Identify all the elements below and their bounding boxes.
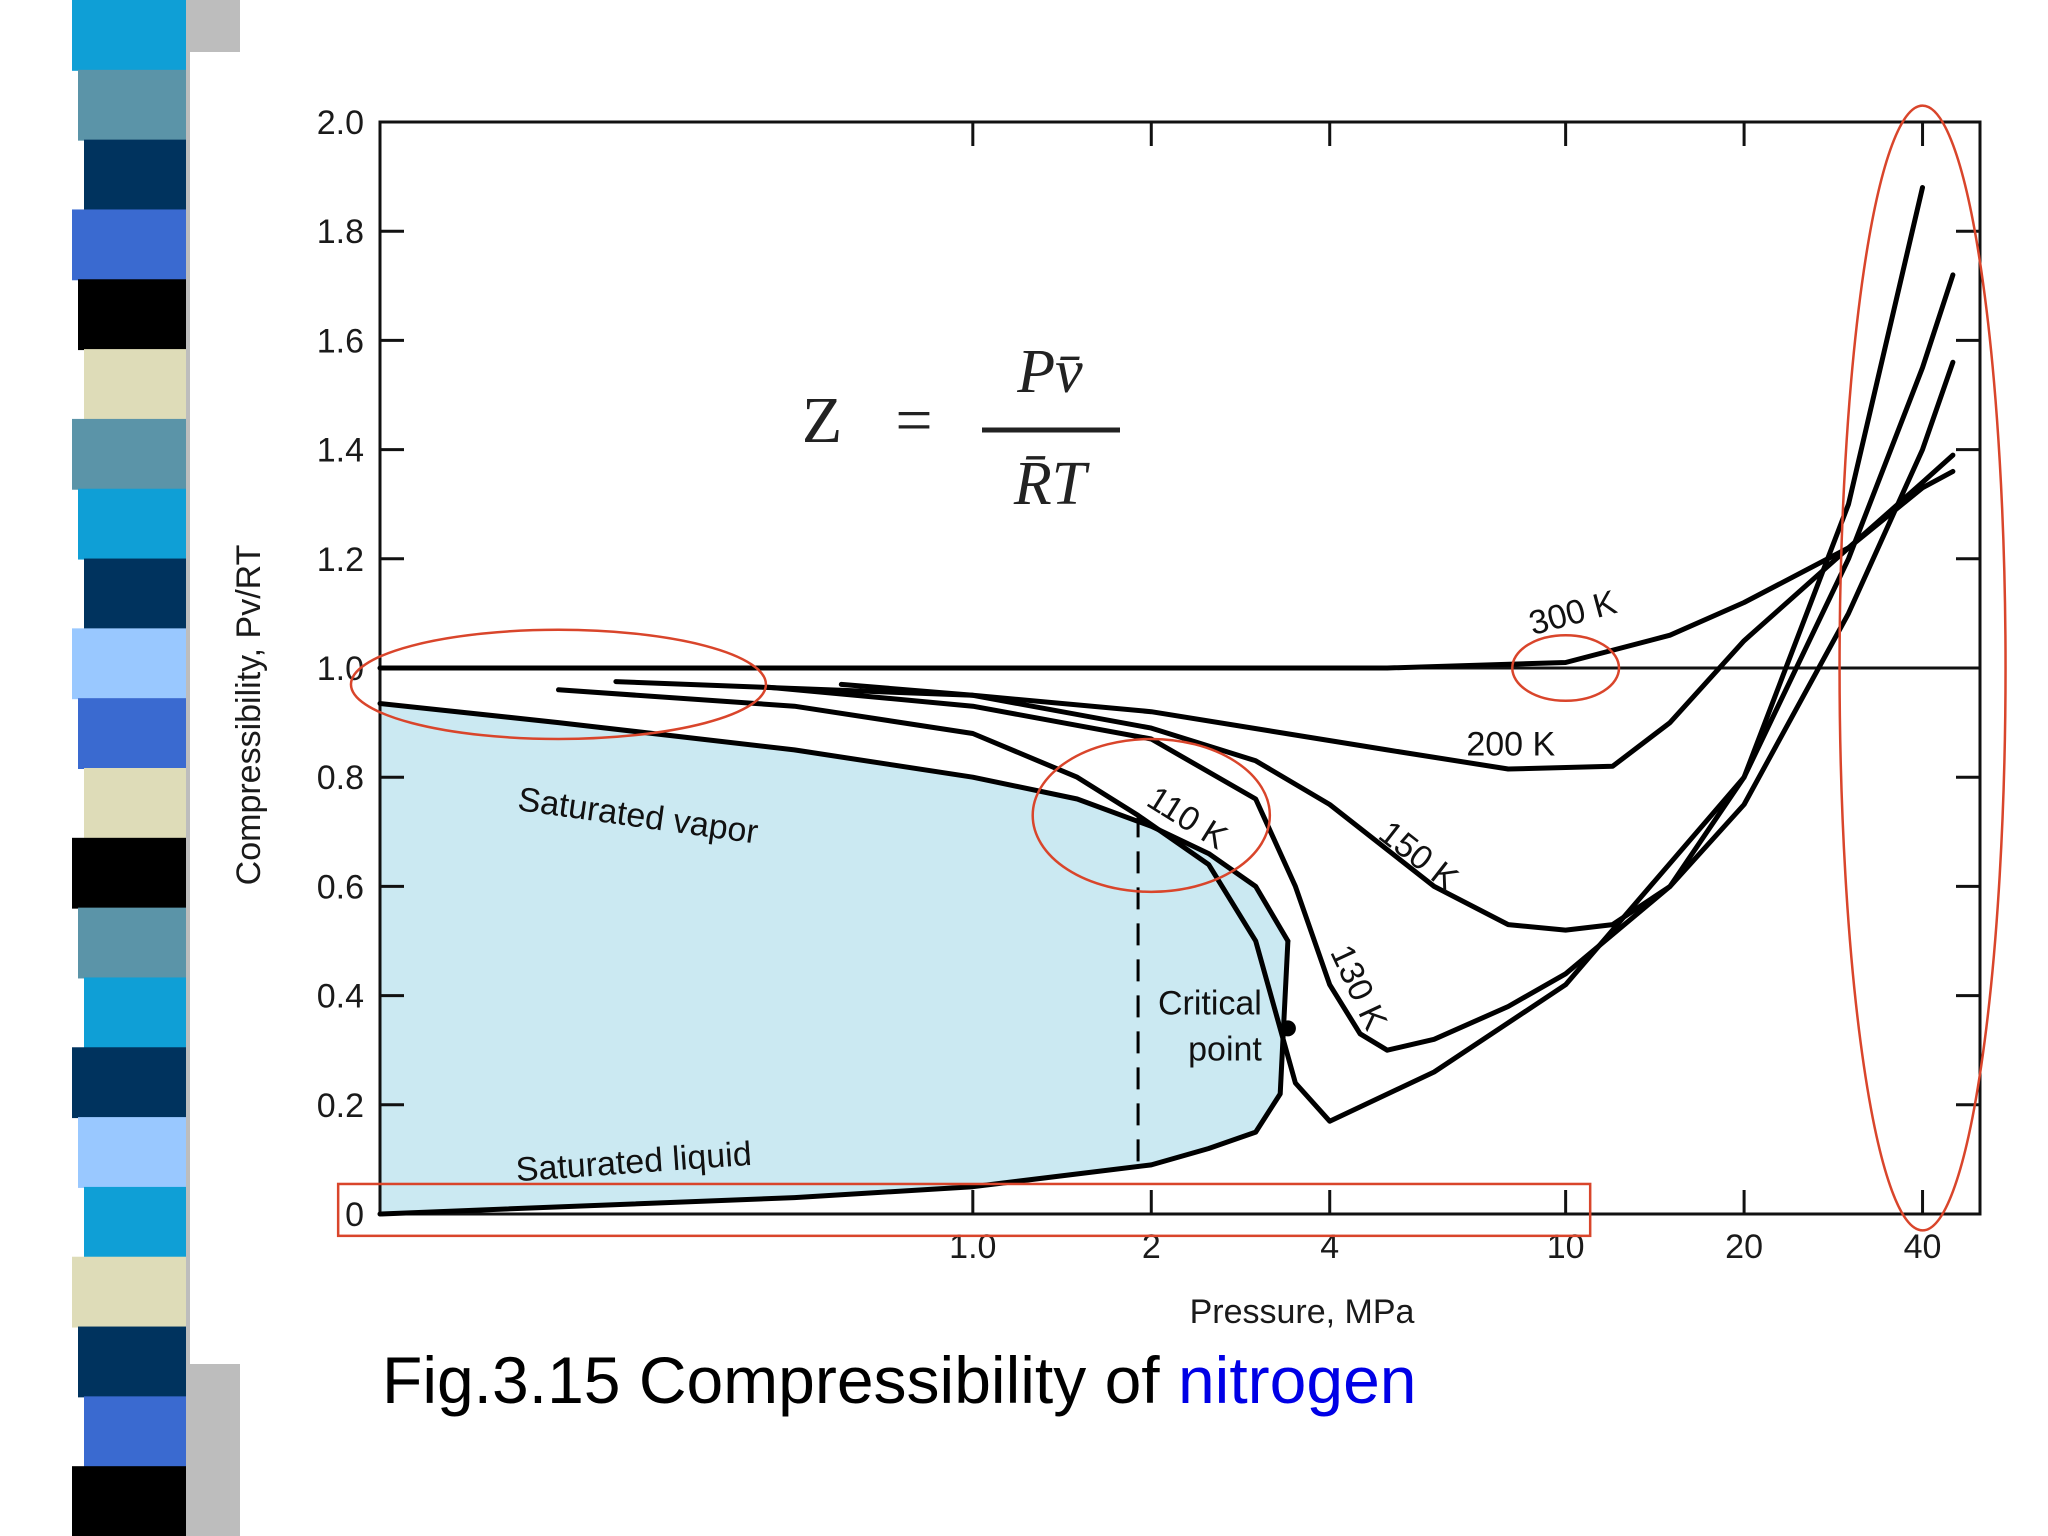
- x-tick-label: 1.0: [949, 1228, 996, 1266]
- stripe-block: [72, 1047, 190, 1119]
- stripe-block: [78, 488, 190, 560]
- formula-denominator: R̄T: [1013, 450, 1091, 518]
- stripe-block: [72, 418, 190, 490]
- curve-label-300-k: 300 K: [1525, 583, 1621, 643]
- curve-130-k: [764, 272, 1956, 1053]
- y-tick-label: 1.8: [317, 213, 364, 251]
- curve-300-k: [377, 468, 1956, 671]
- stripe-block: [72, 0, 190, 71]
- stripe-block: [84, 558, 190, 630]
- y-tick-label: 1.4: [317, 432, 364, 470]
- stripe-block: [72, 628, 190, 700]
- critical-point-marker: [1279, 1020, 1296, 1037]
- formula-lhs: Z: [802, 384, 842, 457]
- y-tick-label: 0.4: [317, 978, 364, 1016]
- figure-panel: 0 0.2 0.4 0.6 0.8 1.0 1.2 1.4 1.6 1.8 2.0 1.0 2 4 10 20…: [190, 52, 2048, 1364]
- y-tick-label: 2.0: [317, 104, 364, 142]
- stripe-block: [78, 698, 190, 769]
- stripe-block: [78, 1326, 190, 1398]
- stripe-block: [84, 977, 190, 1049]
- caption-highlight: nitrogen: [1177, 1343, 1417, 1417]
- highlight-rect: [336, 1182, 1592, 1238]
- critical-point-label: Critical: [1158, 984, 1262, 1022]
- curve-110-k: [556, 185, 1925, 1124]
- curve-label-150-k: 150 K: [1372, 814, 1466, 899]
- highlight-ellipse: [1511, 633, 1621, 703]
- x-tick-label: 40: [1904, 1228, 1942, 1266]
- x-tick-label: 20: [1725, 1228, 1763, 1266]
- y-tick-label: 1.2: [317, 541, 364, 579]
- two-phase-region: [380, 703, 1288, 1214]
- x-tick-label: 2: [1142, 1228, 1161, 1266]
- formula: Z = Pv̄ R̄T: [802, 338, 1120, 518]
- curve-saturated-liquid: [377, 938, 1291, 1217]
- stripe-block: [78, 1117, 190, 1188]
- highlight-ellipse: [1838, 104, 2007, 1232]
- y-tick-label: 0.8: [317, 759, 364, 797]
- x-tick-label: 4: [1320, 1228, 1339, 1266]
- stripe-block: [78, 69, 190, 141]
- critical-point-label: point: [1188, 1030, 1262, 1068]
- stripe-block: [78, 907, 190, 979]
- formula-numerator: Pv̄: [1016, 338, 1083, 406]
- caption-prefix: Fig.3.15 Compressibility of: [382, 1343, 1178, 1417]
- stripe-block: [84, 349, 190, 420]
- stripe-block: [84, 1186, 190, 1258]
- curve-200-k: [613, 452, 1956, 772]
- y-tick-label: 1.6: [317, 322, 364, 360]
- curve-saturated-vapor: [377, 701, 1291, 944]
- compressibility-chart: 0 0.2 0.4 0.6 0.8 1.0 1.2 1.4 1.6 1.8 2.0 1.0 2 4 10 20…: [230, 104, 2007, 1331]
- stripe-block: [84, 768, 190, 839]
- formula-equals: =: [895, 384, 932, 457]
- curve-label-200-k: 200 K: [1466, 725, 1555, 763]
- x-axis-title: Pressure, MPa: [1190, 1293, 1415, 1331]
- y-tick-label: 0: [345, 1196, 364, 1234]
- stripe-block: [84, 1396, 190, 1468]
- y-tick-label: 0.2: [317, 1087, 364, 1125]
- stripe-block: [78, 279, 190, 351]
- x-tick-label: 10: [1547, 1228, 1585, 1266]
- stripe-block: [72, 1466, 190, 1536]
- y-tick-label: 1.0: [317, 650, 364, 688]
- y-axis-title: Compressibility, Pv/RT: [230, 545, 268, 886]
- highlight-ellipse: [1031, 737, 1272, 894]
- stripe-block: [72, 1256, 190, 1328]
- highlight-ellipse: [349, 628, 768, 741]
- stripe-block: [84, 139, 190, 211]
- stripe-block: [72, 209, 190, 281]
- stripe-block: [72, 837, 190, 909]
- curve-150-k: [838, 359, 1956, 933]
- y-tick-label: 0.6: [317, 868, 364, 906]
- figure-caption: Fig.3.15 Compressibility of nitrogen: [382, 1342, 1416, 1418]
